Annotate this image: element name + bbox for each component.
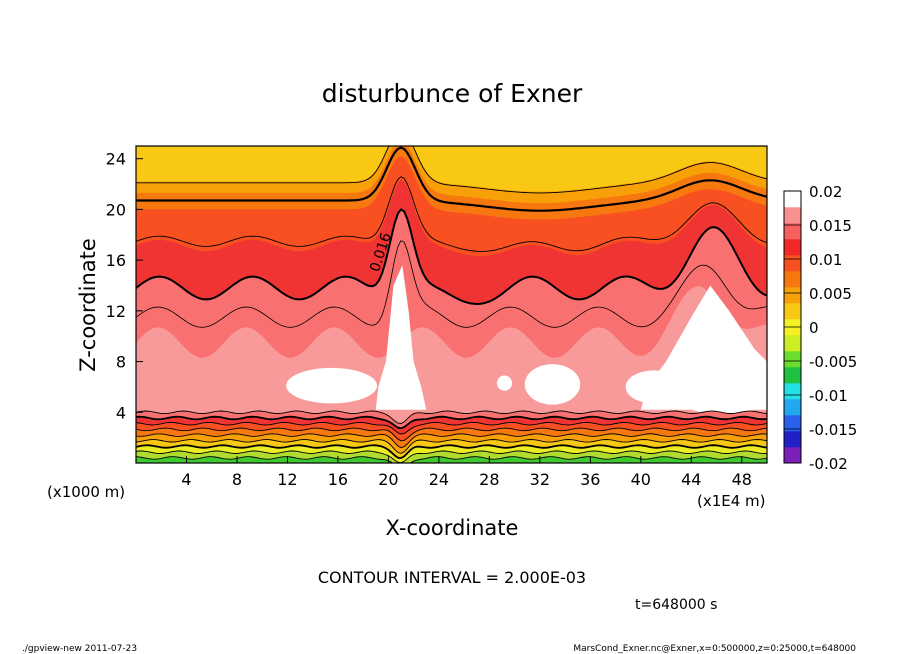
contour-line — [136, 208, 767, 306]
colorbar-swatch — [784, 303, 801, 320]
colorbar-swatch — [784, 223, 801, 240]
x-scale-label: (x1E4 m) — [697, 492, 766, 510]
field-blob — [286, 367, 378, 404]
x-tick-label: 8 — [232, 470, 242, 489]
colorbar-label: 0.015 — [809, 217, 852, 235]
x-tick-label: 24 — [429, 470, 449, 489]
field-band — [136, 146, 767, 192]
colorbar-swatch — [784, 383, 801, 400]
x-tick-label: 32 — [530, 470, 550, 489]
x-unit-label: (x1000 m) — [47, 483, 125, 501]
contour-line — [136, 240, 767, 328]
colorbar-swatch — [784, 335, 801, 352]
footer-left: ./gpview-new 2011-07-23 — [22, 644, 137, 654]
colorbar-swatch — [784, 207, 801, 224]
time-text: t=648000 s — [635, 597, 717, 613]
x-tick-label: 48 — [732, 470, 752, 489]
x-tick-label: 12 — [277, 470, 297, 489]
colorbar-label: -0.02 — [809, 455, 848, 473]
y-axis-label: Z-coordinate — [76, 238, 100, 372]
colorbar-swatch — [784, 367, 801, 384]
colorbar: 0.02 0.015 0.01 0.005 0 -0.005 -0.01 -0.015 -0.0… — [783, 183, 857, 473]
colorbar-swatch — [784, 431, 801, 448]
contour-plot — [136, 146, 767, 463]
field-plume — [640, 285, 767, 410]
contour-line — [136, 176, 767, 252]
contour-line — [136, 146, 767, 194]
plot-frame — [135, 145, 768, 464]
x-tick-label: 44 — [681, 470, 701, 489]
field-band — [136, 209, 767, 358]
x-tick-label: 4 — [181, 470, 191, 489]
colorbar-label: 0.02 — [809, 183, 842, 201]
x-tick-label: 20 — [378, 470, 398, 489]
contour-line — [136, 439, 767, 454]
field-blob — [496, 375, 513, 391]
contour-line — [136, 421, 767, 435]
chart-title: disturbunce of Exner — [322, 79, 583, 108]
y-tick-label: 16 — [106, 251, 126, 270]
contour-interval-text: CONTOUR INTERVAL = 2.000E-03 — [318, 568, 586, 587]
contour-line — [136, 410, 767, 424]
y-tick-label: 8 — [116, 353, 126, 372]
colorbar-swatch — [784, 255, 801, 272]
x-tick-label: 36 — [580, 470, 600, 489]
colorbar-label: -0.015 — [809, 421, 857, 439]
colorbar-label: 0.01 — [809, 251, 842, 269]
colorbar-swatch — [784, 399, 801, 416]
colorbar-swatch — [784, 287, 801, 304]
field-band — [136, 456, 767, 463]
contour-line — [136, 415, 767, 430]
contour-line — [136, 433, 767, 449]
y-tick-label: 4 — [116, 403, 126, 422]
colorbar-swatch — [784, 351, 801, 368]
y-tick-label: 20 — [106, 200, 126, 219]
x-tick-label: 40 — [631, 470, 651, 489]
contour-line — [136, 427, 767, 442]
x-tick-label: 28 — [479, 470, 499, 489]
contour-line — [136, 456, 767, 463]
contour-line — [136, 444, 767, 460]
contour-line — [136, 450, 767, 463]
colorbar-label: -0.01 — [809, 387, 848, 405]
contour-line — [136, 146, 767, 212]
colorbar-label: 0.005 — [809, 285, 852, 303]
x-axis-label: X-coordinate — [386, 516, 519, 540]
field-plume — [375, 265, 427, 410]
y-tick-label: 24 — [106, 150, 126, 169]
field-blob — [524, 364, 581, 405]
x-tick-label: 16 — [328, 470, 348, 489]
colorbar-swatch — [784, 191, 801, 208]
colorbar-swatch — [784, 271, 801, 288]
colorbar-label: 0 — [809, 319, 819, 337]
colorbar-swatch — [784, 239, 801, 256]
footer-right: MarsCond_Exner.nc@Exner,x=0:500000,z=0:2… — [573, 644, 856, 654]
colorbar-label: -0.005 — [809, 353, 857, 371]
y-tick-label: 12 — [106, 302, 126, 321]
colorbar-swatch — [784, 447, 801, 464]
colorbar-swatch — [784, 415, 801, 432]
